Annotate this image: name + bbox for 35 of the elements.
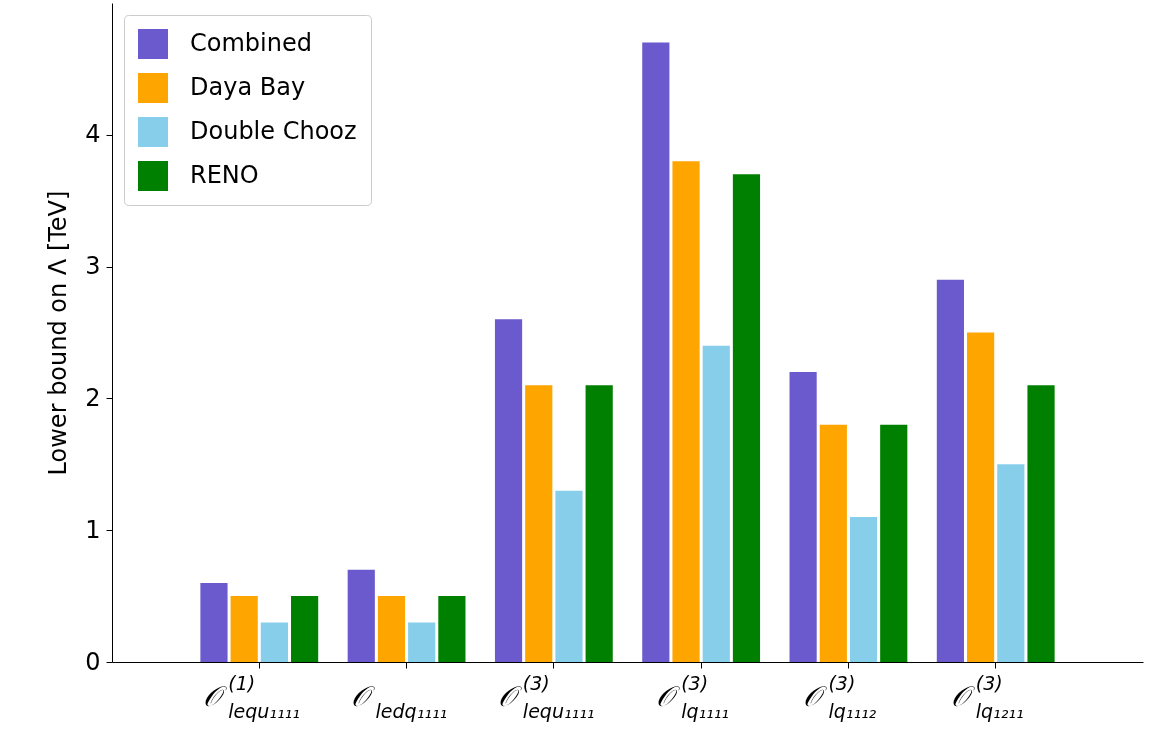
- bar: [702, 345, 730, 662]
- bar: [377, 596, 406, 662]
- y-tick-label: 0: [85, 647, 101, 676]
- bar: [438, 596, 466, 662]
- y-tick-label: 1: [85, 515, 101, 544]
- bar: [672, 161, 700, 662]
- y-tick-label: 4: [85, 120, 101, 149]
- legend-label: Daya Bay: [190, 73, 306, 101]
- bar: [260, 622, 288, 662]
- bar: [880, 424, 908, 662]
- bar: [555, 490, 583, 662]
- bar: [849, 517, 878, 662]
- legend-label: Double Chooz: [190, 117, 357, 145]
- bar: [525, 385, 553, 662]
- bar: [408, 622, 436, 662]
- legend-label: RENO: [190, 161, 259, 189]
- bar: [967, 332, 995, 662]
- bar: [347, 569, 375, 662]
- bar: [732, 174, 761, 662]
- bar: [585, 385, 613, 662]
- bar: [291, 596, 319, 662]
- bar: [494, 319, 523, 662]
- legend-label: Combined: [190, 29, 312, 57]
- x-tick-label: 𝒪ledq₁₁₁₁: [350, 680, 448, 722]
- y-tick-label: 3: [85, 252, 101, 281]
- y-axis-title: Lower bound on Λ [TeV]: [44, 190, 73, 476]
- bar: [200, 582, 228, 662]
- bar: [230, 596, 258, 662]
- bar: [936, 279, 964, 662]
- bar: [997, 464, 1025, 662]
- bar: [642, 42, 670, 662]
- y-tick-label: 2: [85, 383, 101, 412]
- bar: [819, 424, 847, 662]
- bar: [789, 372, 817, 662]
- bar: [1027, 385, 1055, 662]
